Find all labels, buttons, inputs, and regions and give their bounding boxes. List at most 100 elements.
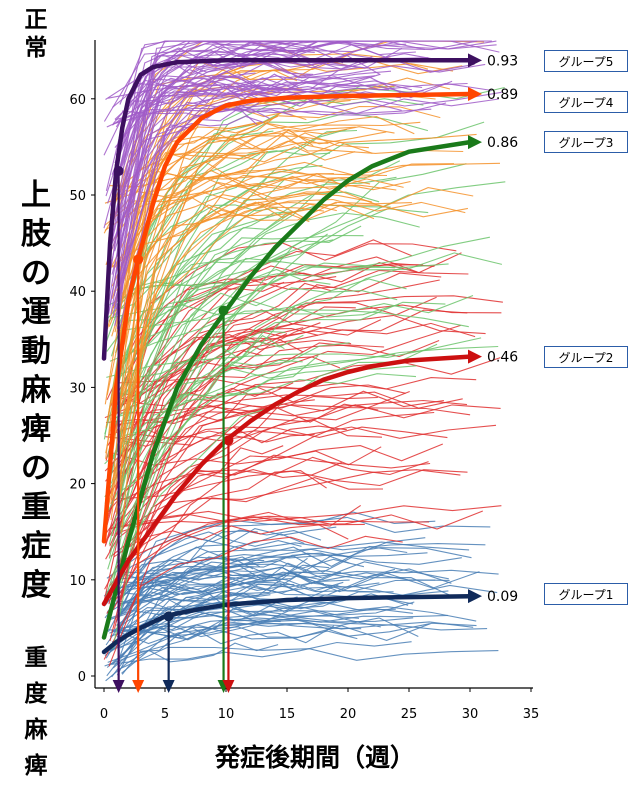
patient-curve-4-48 <box>110 206 324 430</box>
group-curve-グループ4 <box>101 91 473 544</box>
group-end-arrow-グループ3 <box>468 135 482 150</box>
patient-curve-1-56 <box>119 569 499 649</box>
patient-curve-2-30 <box>107 357 501 539</box>
patient-curve-2-57 <box>119 456 429 502</box>
patient-curve-4-51 <box>118 133 477 292</box>
patient-curve-3-41 <box>104 301 446 519</box>
group-end-arrow-グループ2 <box>468 349 482 364</box>
patient-curve-1-64 <box>116 566 380 631</box>
patient-curve-5-56 <box>112 75 376 108</box>
patient-curve-3-22 <box>104 278 407 604</box>
patient-curve-3-36 <box>106 337 482 378</box>
y-tick-label: 40 <box>69 285 86 300</box>
patient-curve-1-69 <box>118 574 344 596</box>
group-label-1: グループ1 <box>544 583 628 605</box>
patient-curve-4-11 <box>106 201 412 271</box>
patient-curve-2-36 <box>108 477 384 587</box>
patient-curve-3-42 <box>103 225 362 323</box>
y-tick-label: 30 <box>69 381 86 396</box>
patient-curve-1-23 <box>106 621 430 668</box>
ratio-label-グループ2: 0.46 <box>487 350 518 366</box>
patient-curve-3-53 <box>120 252 503 365</box>
patient-curve-3-39 <box>104 153 261 504</box>
patient-curve-3-12 <box>107 342 350 570</box>
patient-curve-5-24 <box>119 84 291 170</box>
patient-curve-1-38 <box>112 568 452 611</box>
drop-arrow-4 <box>222 680 235 693</box>
y-label-normal: 正常 <box>24 7 48 61</box>
patient-curve-2-64 <box>116 314 486 587</box>
patient-curve-5-54 <box>112 77 413 125</box>
drop-arrow-0 <box>112 680 125 693</box>
annotations <box>112 170 235 693</box>
patient-curve-2-59 <box>104 382 294 535</box>
patient-curve-2-27 <box>105 384 406 482</box>
patient-curve-3-52 <box>114 287 398 413</box>
patient-curve-5-58 <box>114 82 423 327</box>
patient-curve-1-54 <box>104 538 486 619</box>
patient-curve-1-41 <box>111 601 396 633</box>
group-end-arrow-グループ1 <box>468 589 482 604</box>
patient-curve-4-30 <box>110 126 395 521</box>
patient-curve-1-63 <box>119 646 499 670</box>
x-tick-label: 25 <box>401 707 418 722</box>
patient-curve-3-43 <box>115 353 396 439</box>
patient-curve-3-46 <box>109 309 469 362</box>
patient-curve-3-37 <box>110 262 395 484</box>
y-tick-label: 60 <box>69 93 86 108</box>
patient-curve-5-59 <box>119 40 320 105</box>
group-curve-グループ2 <box>101 354 473 607</box>
group-label-3: グループ3 <box>544 131 628 153</box>
patient-curve-1-27 <box>121 619 474 674</box>
x-axis-title: 発症後期間（週） <box>214 743 415 772</box>
y-label-severe: 重度麻痺 <box>24 645 48 779</box>
x-tick-label: 15 <box>279 707 296 722</box>
patient-curve-2-7 <box>109 279 440 547</box>
patient-curve-5-49 <box>115 40 348 317</box>
patient-curve-3-29 <box>111 359 303 420</box>
y-axis-title: 上肢の運動麻痺の重症度 <box>21 178 51 603</box>
patient-curve-2-66 <box>112 445 284 611</box>
patient-curve-2-62 <box>114 390 410 538</box>
patient-curve-2-56 <box>116 510 484 564</box>
patient-curve-5-3 <box>114 86 502 125</box>
patient-curve-4-52 <box>119 201 337 399</box>
patient-curve-5-43 <box>112 76 468 307</box>
patient-curve-1-52 <box>107 516 491 633</box>
patient-curve-1-42 <box>104 622 362 656</box>
patient-curve-5-57 <box>113 87 390 296</box>
patient-curve-4-9 <box>112 198 466 481</box>
patient-curve-3-47 <box>116 245 251 503</box>
patient-curve-1-44 <box>104 575 324 631</box>
patient-curve-2-25 <box>112 443 444 466</box>
x-tick-label: 20 <box>340 707 357 722</box>
patient-curve-2-60 <box>116 399 468 527</box>
patient-curve-4-32 <box>103 184 397 527</box>
patient-curve-3-50 <box>118 128 348 374</box>
patient-curve-3-35 <box>112 330 286 650</box>
patient-curve-4-2 <box>112 132 369 308</box>
group-curve-グループ3 <box>101 139 473 640</box>
patient-curve-3-51 <box>104 373 417 498</box>
patient-curve-4-16 <box>106 175 404 486</box>
group-label-2: グループ2 <box>544 346 628 368</box>
patient-curve-4-21 <box>108 161 501 327</box>
patient-curve-3-5 <box>118 239 334 380</box>
patient-curve-5-52 <box>118 54 475 249</box>
patient-curve-4-53 <box>111 175 411 404</box>
individual-patient-curves <box>103 40 506 682</box>
patient-curve-4-14 <box>118 170 334 438</box>
patient-curve-1-15 <box>105 642 279 682</box>
patient-curve-2-20 <box>116 405 471 426</box>
patient-curve-2-68 <box>109 514 430 529</box>
ratio-label-グループ4: 0.89 <box>487 87 518 103</box>
patient-curve-4-41 <box>116 121 421 500</box>
patient-curve-2-67 <box>110 269 469 407</box>
patient-curve-3-28 <box>117 163 467 573</box>
patient-curve-3-21 <box>116 294 474 332</box>
patient-curve-3-23 <box>108 204 391 559</box>
group-curve-グループ1 <box>101 593 473 655</box>
patient-curve-5-53 <box>107 40 500 318</box>
patient-curve-3-45 <box>113 334 304 407</box>
